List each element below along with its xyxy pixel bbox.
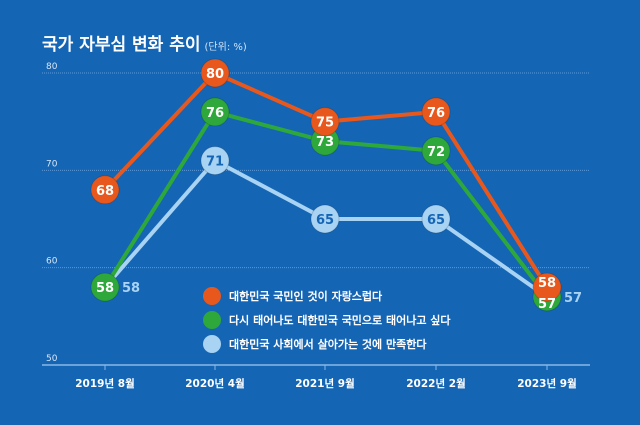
- data-label: 72: [427, 145, 445, 160]
- data-point: [532, 272, 562, 302]
- data-point: [200, 58, 230, 88]
- data-point: [90, 272, 120, 302]
- data-point: [421, 97, 451, 127]
- data-label: 80: [206, 67, 224, 82]
- data-label: 65: [316, 213, 334, 228]
- data-label: 58: [122, 281, 140, 296]
- x-tick-label: 2019년 8월: [75, 377, 135, 390]
- legend-label: 대한민국 사회에서 살아가는 것에 만족한다: [229, 337, 427, 351]
- data-label: 75: [316, 116, 334, 131]
- legend-swatch: [203, 311, 221, 329]
- data-point: [421, 204, 451, 234]
- data-point: [200, 97, 230, 127]
- data-label: 73: [316, 135, 334, 150]
- title-text: 국가 자부심 변화 추이: [42, 35, 201, 55]
- x-tick-label: 2020년 4월: [185, 377, 245, 390]
- y-tick-label: 70: [46, 159, 58, 169]
- unit-note: (단위: %): [204, 42, 247, 53]
- data-label: 57: [564, 291, 582, 306]
- data-label: 58: [96, 281, 114, 296]
- legend-swatch: [203, 287, 221, 305]
- x-tick-label: 2021년 9월: [295, 377, 355, 390]
- legend-swatch: [203, 335, 221, 353]
- legend-label: 다시 태어나도 대한민국 국민으로 태어나고 싶다: [229, 313, 451, 327]
- data-label: 68: [96, 184, 114, 199]
- data-label: 65: [427, 213, 445, 228]
- data-point: [310, 204, 340, 234]
- x-tick-label: 2022년 2월: [406, 377, 466, 390]
- chart-title: 국가 자부심 변화 추이 (단위: %): [42, 30, 247, 55]
- data-label: 57: [538, 297, 556, 312]
- legend-label: 대한민국 국민인 것이 자랑스럽다: [229, 289, 383, 303]
- y-tick-label: 60: [46, 257, 58, 267]
- data-label: 76: [427, 106, 445, 121]
- y-tick-label: 50: [46, 354, 58, 364]
- data-point: [310, 107, 340, 137]
- data-label: 76: [206, 106, 224, 121]
- data-label: 71: [206, 155, 224, 170]
- data-label: 58: [538, 276, 556, 291]
- x-tick-label: 2023년 9월: [517, 377, 577, 390]
- y-tick-label: 80: [46, 62, 58, 72]
- data-point: [200, 146, 230, 176]
- data-point: [90, 175, 120, 205]
- data-point: [421, 136, 451, 166]
